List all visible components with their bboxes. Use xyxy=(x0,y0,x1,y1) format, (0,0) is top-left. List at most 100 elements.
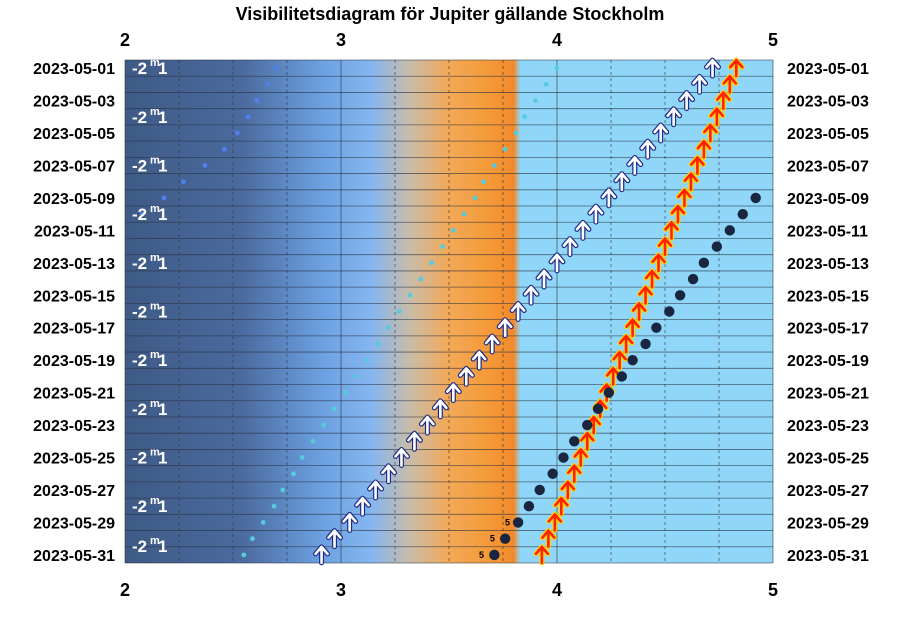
date-label-left: 2023-05-15 xyxy=(33,288,115,305)
chart-title: Visibilitetsdiagram för Jupiter gällande… xyxy=(236,4,665,24)
series-point xyxy=(481,179,486,185)
date-label-left: 2023-05-31 xyxy=(33,548,115,565)
series-arrow xyxy=(587,203,605,225)
series-point xyxy=(472,195,478,201)
arrow-body xyxy=(651,253,666,273)
series-point xyxy=(687,273,699,285)
arrow-body xyxy=(664,221,679,240)
series-point xyxy=(547,468,558,479)
arrow-body xyxy=(638,285,653,305)
magnitude-sup: m xyxy=(150,495,160,507)
series-point xyxy=(664,306,675,317)
arrow-body xyxy=(728,58,744,78)
series-arrow xyxy=(470,349,488,371)
series-point xyxy=(353,374,359,379)
magnitude-label: -2 xyxy=(132,59,147,78)
magnitude-sup: m xyxy=(150,349,160,361)
series-arrow xyxy=(695,138,713,160)
series-point xyxy=(523,501,535,512)
arrow-body xyxy=(670,204,686,224)
series-arrow xyxy=(405,430,423,452)
series-point xyxy=(582,419,593,431)
magnitude-decimal: 1 xyxy=(158,351,167,370)
series-point xyxy=(250,536,255,542)
arrow-body xyxy=(722,75,738,94)
series-arrow xyxy=(727,57,745,79)
small-label: 5 xyxy=(490,534,495,544)
series-arrow xyxy=(380,463,398,485)
magnitude-sup: m xyxy=(150,106,160,118)
series-arrow xyxy=(418,414,436,436)
series-arrow xyxy=(721,73,739,95)
series-arrow xyxy=(535,268,553,290)
series-point xyxy=(271,503,277,509)
arrow-body xyxy=(666,107,681,127)
series-arrow xyxy=(565,463,583,485)
series-arrow xyxy=(548,252,566,274)
series-point xyxy=(616,371,627,382)
series-arrow xyxy=(688,154,706,176)
date-label-right: 2023-05-15 xyxy=(787,288,869,305)
series-arrow xyxy=(656,236,674,258)
date-label-right: 2023-05-11 xyxy=(787,223,868,240)
x-tick-top: 4 xyxy=(552,30,562,50)
arrow-body xyxy=(716,91,731,110)
series-arrow xyxy=(617,333,635,355)
arrow-body xyxy=(327,529,342,548)
series-point xyxy=(513,130,519,136)
series-arrow xyxy=(341,511,359,533)
series-arrow xyxy=(714,90,732,112)
series-point xyxy=(280,487,286,493)
arrow-body xyxy=(703,123,718,143)
series-arrow xyxy=(652,122,670,144)
date-label-right: 2023-05-13 xyxy=(787,256,869,273)
small-labels: 555 xyxy=(479,517,510,559)
arrow-body xyxy=(547,513,563,532)
series-arrow xyxy=(326,528,344,550)
series-arrow xyxy=(483,333,501,355)
series-arrow xyxy=(457,365,475,387)
arrow-body xyxy=(458,367,474,386)
series-point xyxy=(711,241,723,252)
series-point xyxy=(533,98,538,103)
magnitude-sup: m xyxy=(150,398,160,410)
series-arrow xyxy=(708,106,726,128)
magnitude-decimal: 1 xyxy=(158,59,167,78)
date-label-left: 2023-05-17 xyxy=(33,321,115,338)
series-arrow xyxy=(559,479,577,501)
series-marks xyxy=(139,57,761,566)
series-arrow xyxy=(682,171,700,193)
series-arrow xyxy=(613,171,631,193)
series-point xyxy=(396,309,402,314)
series-point xyxy=(273,65,279,71)
magnitude-decimal: 1 xyxy=(158,400,167,419)
date-labels-left: 2023-05-01 2023-05-03 2023-05-05 2023-05-07… xyxy=(33,61,115,565)
series-point xyxy=(241,552,247,558)
series-arrow xyxy=(354,495,372,517)
series-point xyxy=(512,517,524,528)
series-arrow xyxy=(496,317,514,339)
series-point xyxy=(603,387,615,398)
series-point xyxy=(418,276,424,282)
series-point xyxy=(554,65,560,71)
series-point xyxy=(245,114,251,120)
arrow-body xyxy=(534,545,550,565)
series-point xyxy=(750,192,761,204)
magnitude-label: -2 xyxy=(132,497,147,516)
date-label-right: 2023-05-19 xyxy=(787,353,869,370)
arrow-body xyxy=(407,432,422,451)
series-arrow xyxy=(691,73,709,95)
arrow-body xyxy=(696,139,712,159)
series-point xyxy=(310,438,316,444)
series-arrow xyxy=(624,317,642,339)
series-point xyxy=(161,195,167,201)
series-point xyxy=(429,260,435,266)
magnitude-sup: m xyxy=(150,447,160,459)
series-arrow xyxy=(572,447,590,469)
series-point xyxy=(543,81,549,87)
magnitude-decimal: 1 xyxy=(158,497,167,516)
arrow-body xyxy=(677,188,692,208)
magnitude-decimal: 1 xyxy=(158,156,167,175)
series-point xyxy=(375,341,381,347)
series-arrow xyxy=(431,398,449,420)
